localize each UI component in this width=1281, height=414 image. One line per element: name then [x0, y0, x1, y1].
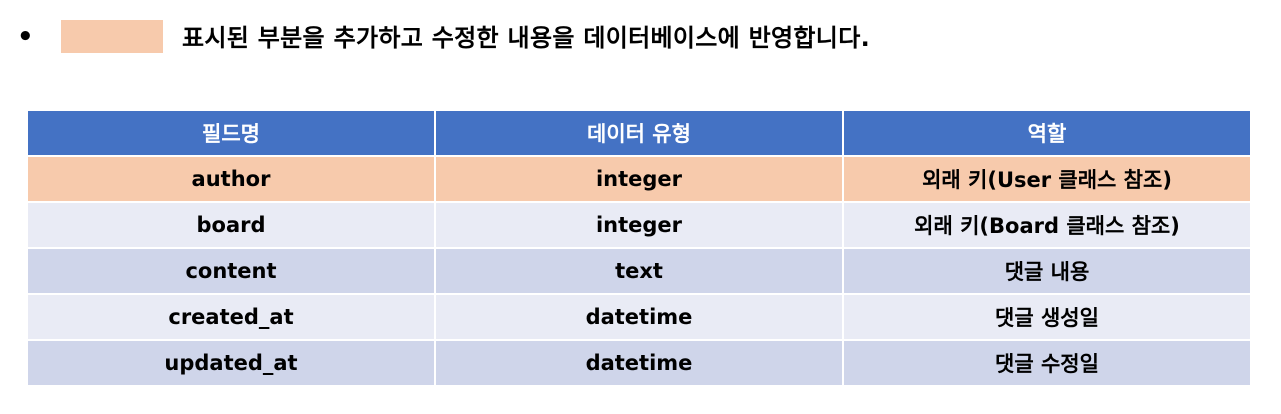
cell-field-name: content	[26, 247, 436, 295]
instruction-text: 표시된 부분을 추가하고 수정한 내용을 데이터베이스에 반영합니다.	[182, 24, 870, 52]
table-row-updated-at: updated_at datetime 댓글 수정일	[26, 339, 1252, 387]
cell-role: 댓글 내용	[842, 247, 1252, 295]
table-row-created-at: created_at datetime 댓글 생성일	[26, 293, 1252, 341]
cell-data-type: integer	[434, 201, 844, 249]
bullet-point: •	[17, 22, 34, 52]
table-row-board: board integer 외래 키(Board 클래스 참조)	[26, 201, 1252, 249]
cell-data-type: datetime	[434, 293, 844, 341]
column-header-field-name: 필드명	[26, 109, 436, 157]
table-row-content: content text 댓글 내용	[26, 247, 1252, 295]
cell-role: 외래 키(User 클래스 참조)	[842, 155, 1252, 203]
cell-data-type: text	[434, 247, 844, 295]
cell-data-type: integer	[434, 155, 844, 203]
field-schema-table: 필드명 데이터 유형 역할 author integer 외래 키(User 클…	[26, 109, 1252, 387]
cell-data-type: datetime	[434, 339, 844, 387]
highlight-color-swatch	[61, 20, 163, 53]
cell-field-name: board	[26, 201, 436, 249]
cell-field-name: author	[26, 155, 436, 203]
table-header-row: 필드명 데이터 유형 역할	[26, 109, 1252, 157]
cell-role: 댓글 수정일	[842, 339, 1252, 387]
column-header-role: 역할	[842, 109, 1252, 157]
instruction-note: • 표시된 부분을 추가하고 수정한 내용을 데이터베이스에 반영합니다.	[0, 0, 1281, 80]
cell-field-name: updated_at	[26, 339, 436, 387]
column-header-data-type: 데이터 유형	[434, 109, 844, 157]
cell-role: 외래 키(Board 클래스 참조)	[842, 201, 1252, 249]
table-row-author: author integer 외래 키(User 클래스 참조)	[26, 155, 1252, 203]
cell-field-name: created_at	[26, 293, 436, 341]
cell-role: 댓글 생성일	[842, 293, 1252, 341]
